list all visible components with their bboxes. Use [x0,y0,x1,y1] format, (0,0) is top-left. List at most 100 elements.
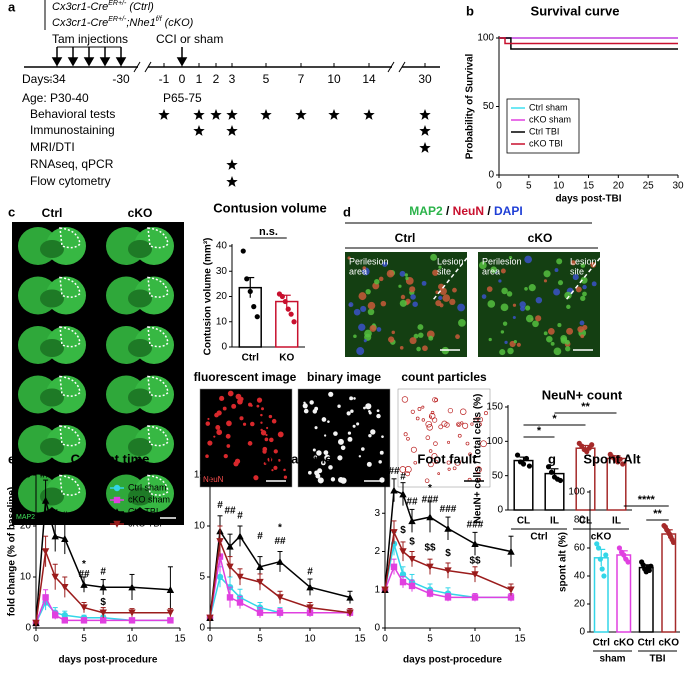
particle [327,420,330,423]
marker [306,583,314,591]
marker [113,520,121,528]
cell [566,304,571,310]
group-label: sham [599,654,625,665]
marker [32,619,40,627]
particle [213,435,216,438]
cell [557,280,564,286]
x-tick-label: 20 [613,181,625,192]
annotation: # [52,508,58,519]
marker [80,604,88,612]
x-axis-label: days post-procedure [403,655,502,666]
lesion-border [432,257,468,301]
x-tick-label: 5 [81,634,87,645]
x-tick-label: IL [550,516,559,527]
particle [465,441,470,446]
particle [477,416,483,423]
cell [556,258,563,265]
cell [525,314,534,323]
data-point [640,562,646,568]
cell [499,349,506,356]
x-tick-label: IL [612,516,621,527]
marker [399,490,407,498]
marker [113,484,121,492]
marker [128,609,136,617]
marker [408,517,416,525]
marker [42,594,49,601]
cell [579,320,585,326]
marker [236,532,244,540]
cell [501,287,508,295]
x-tick-label: cKO [658,638,679,649]
cell [500,330,505,334]
particle [346,411,351,416]
marker [61,617,68,624]
row-label: Behavioral tests [30,107,115,121]
marker [51,532,59,540]
marker [381,586,389,594]
particle [223,454,228,459]
particle [320,460,326,466]
x-tick-label: 15 [583,181,595,192]
particle [315,473,321,479]
particle [428,449,433,453]
marker [507,547,515,555]
particle [366,461,372,467]
y-tick-label: 100 [477,33,494,44]
bar [661,533,677,633]
cell [458,319,466,327]
annotation: **** [638,494,656,506]
particle [317,468,323,474]
cell [374,278,380,285]
cell [399,345,404,350]
y-tick-label: 30 [216,266,228,277]
particle [447,440,451,444]
particle [459,408,467,415]
particle [207,417,210,421]
perilesion: Perilesion [349,256,389,266]
legend-label: Ctrl TBI [128,506,158,516]
y-tick-label: 4 [374,470,380,481]
data-point [514,452,521,458]
particle [333,431,338,436]
lesion-outline [147,227,169,249]
cell [577,326,584,333]
cell [543,331,548,336]
cell [347,256,351,260]
data-point [251,304,257,310]
y-tick-label: 20 [216,291,228,302]
brain-core [40,339,64,357]
particle [337,404,341,408]
particle [480,440,487,448]
brain-panel [12,222,184,525]
chart-title: Foot fault [417,451,477,466]
x-tick-label: KO [279,353,294,364]
cell [353,334,357,339]
particle [426,424,433,431]
data-point [595,545,602,551]
particle [231,403,237,409]
cell [504,340,508,345]
cell [388,336,395,343]
data-point [557,477,564,484]
particle [468,452,472,456]
particle [269,437,274,443]
particle [415,416,420,421]
particle [446,460,451,465]
cell [532,320,539,328]
cell [519,306,526,312]
cell [512,315,516,320]
y-tick-label: 10 [194,521,206,532]
y-tick-label: 50 [492,470,504,481]
cell [580,295,586,302]
y-tick-label: 2 [374,546,380,557]
annotation: # [307,567,313,578]
particle [242,422,247,426]
cell [416,346,421,352]
cell [572,274,579,281]
cell [591,281,597,287]
particle [308,470,312,475]
legend-label: Ctrl TBI [529,126,559,136]
annotation: # [257,531,263,542]
y-tick-label: 0 [25,623,31,634]
series-line [35,551,171,623]
